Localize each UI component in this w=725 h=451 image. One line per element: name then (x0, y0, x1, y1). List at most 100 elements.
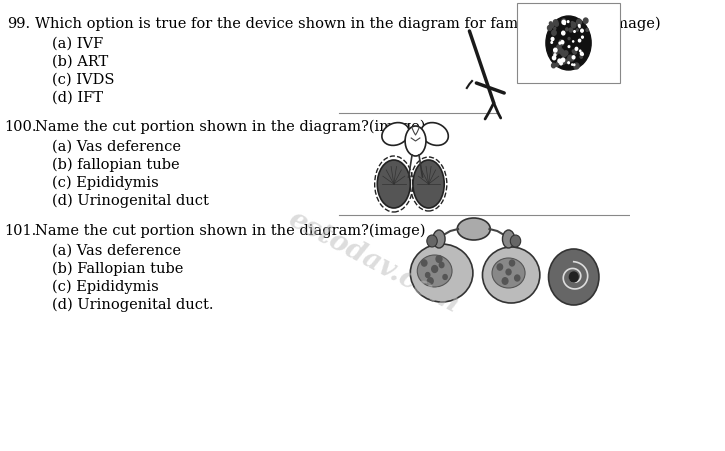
Circle shape (568, 38, 570, 41)
Ellipse shape (482, 248, 540, 304)
Circle shape (572, 57, 575, 60)
Circle shape (562, 32, 565, 36)
Ellipse shape (405, 127, 426, 156)
Circle shape (573, 65, 575, 66)
Ellipse shape (433, 230, 445, 249)
Circle shape (497, 264, 502, 271)
Circle shape (559, 50, 563, 55)
Text: (b) Fallopian tube: (b) Fallopian tube (52, 262, 183, 276)
Circle shape (573, 32, 575, 33)
Circle shape (555, 51, 558, 55)
Circle shape (557, 63, 560, 66)
Text: (a) Vas deference: (a) Vas deference (52, 140, 181, 154)
Circle shape (561, 59, 565, 63)
Circle shape (560, 60, 566, 65)
Text: 101.: 101. (4, 224, 36, 238)
Circle shape (553, 52, 556, 55)
Circle shape (515, 276, 520, 281)
Ellipse shape (549, 249, 599, 305)
Circle shape (584, 19, 588, 24)
Text: (d) IFT: (d) IFT (52, 91, 103, 105)
Text: Name the cut portion shown in the diagram?(image): Name the cut portion shown in the diagra… (35, 224, 426, 238)
Circle shape (571, 23, 573, 25)
Bar (517, 4, 620, 84)
Ellipse shape (382, 123, 409, 146)
Text: (d) Urinogenital duct.: (d) Urinogenital duct. (52, 297, 214, 312)
Circle shape (571, 23, 576, 29)
Text: estodav.com: estodav.com (283, 205, 464, 318)
Circle shape (550, 23, 552, 26)
Circle shape (579, 26, 580, 28)
Circle shape (580, 56, 582, 59)
Text: (a) IVF: (a) IVF (52, 37, 104, 51)
Circle shape (427, 235, 437, 248)
Circle shape (571, 59, 573, 62)
Circle shape (568, 22, 569, 23)
Text: 100.: 100. (4, 120, 37, 133)
Circle shape (574, 64, 579, 70)
Circle shape (428, 278, 433, 285)
Circle shape (506, 270, 511, 275)
Circle shape (569, 272, 578, 282)
Circle shape (573, 51, 576, 55)
Circle shape (579, 51, 581, 53)
Circle shape (510, 235, 521, 248)
Circle shape (581, 30, 583, 33)
Circle shape (572, 51, 574, 53)
Circle shape (551, 38, 554, 41)
Circle shape (564, 24, 566, 25)
Circle shape (550, 24, 554, 28)
Circle shape (586, 29, 589, 32)
Circle shape (554, 55, 556, 57)
Circle shape (502, 278, 508, 285)
Text: (b) ART: (b) ART (52, 55, 109, 69)
Text: (c) IVDS: (c) IVDS (52, 73, 115, 87)
Circle shape (575, 48, 578, 51)
Circle shape (551, 42, 552, 44)
Text: (c) Epididymis: (c) Epididymis (52, 279, 159, 294)
Circle shape (559, 41, 564, 46)
Circle shape (421, 260, 427, 267)
Circle shape (559, 43, 560, 45)
Text: Name the cut portion shown in the diagram?(image): Name the cut portion shown in the diagra… (35, 120, 426, 134)
Circle shape (561, 52, 565, 56)
Circle shape (552, 64, 555, 69)
Circle shape (566, 29, 568, 32)
Ellipse shape (410, 244, 473, 302)
Circle shape (431, 266, 438, 273)
Circle shape (568, 56, 573, 62)
Text: 99.: 99. (7, 17, 30, 31)
Circle shape (562, 52, 566, 58)
Ellipse shape (377, 161, 410, 208)
Circle shape (552, 57, 555, 60)
Ellipse shape (457, 219, 490, 240)
Circle shape (579, 40, 581, 43)
Ellipse shape (546, 17, 591, 71)
Ellipse shape (502, 230, 515, 249)
Circle shape (547, 27, 552, 31)
Circle shape (426, 273, 430, 278)
Circle shape (557, 46, 561, 51)
Ellipse shape (413, 161, 444, 208)
Circle shape (571, 59, 573, 61)
Circle shape (568, 63, 569, 64)
Text: (a) Vas deference: (a) Vas deference (52, 244, 181, 258)
Circle shape (569, 29, 573, 33)
Circle shape (439, 263, 444, 268)
Circle shape (561, 41, 564, 45)
Circle shape (554, 49, 557, 53)
Circle shape (565, 60, 568, 64)
Text: (c) Epididymis: (c) Epididymis (52, 175, 159, 190)
Ellipse shape (421, 123, 448, 146)
Ellipse shape (492, 258, 525, 288)
Circle shape (555, 64, 558, 67)
Circle shape (582, 55, 584, 56)
Circle shape (559, 61, 563, 65)
Circle shape (558, 60, 561, 64)
Circle shape (576, 20, 581, 26)
Circle shape (443, 275, 447, 280)
Circle shape (562, 21, 566, 25)
Circle shape (581, 37, 584, 39)
Text: (d) Urinogenital duct: (d) Urinogenital duct (52, 193, 209, 208)
Text: (b) fallopian tube: (b) fallopian tube (52, 158, 180, 172)
